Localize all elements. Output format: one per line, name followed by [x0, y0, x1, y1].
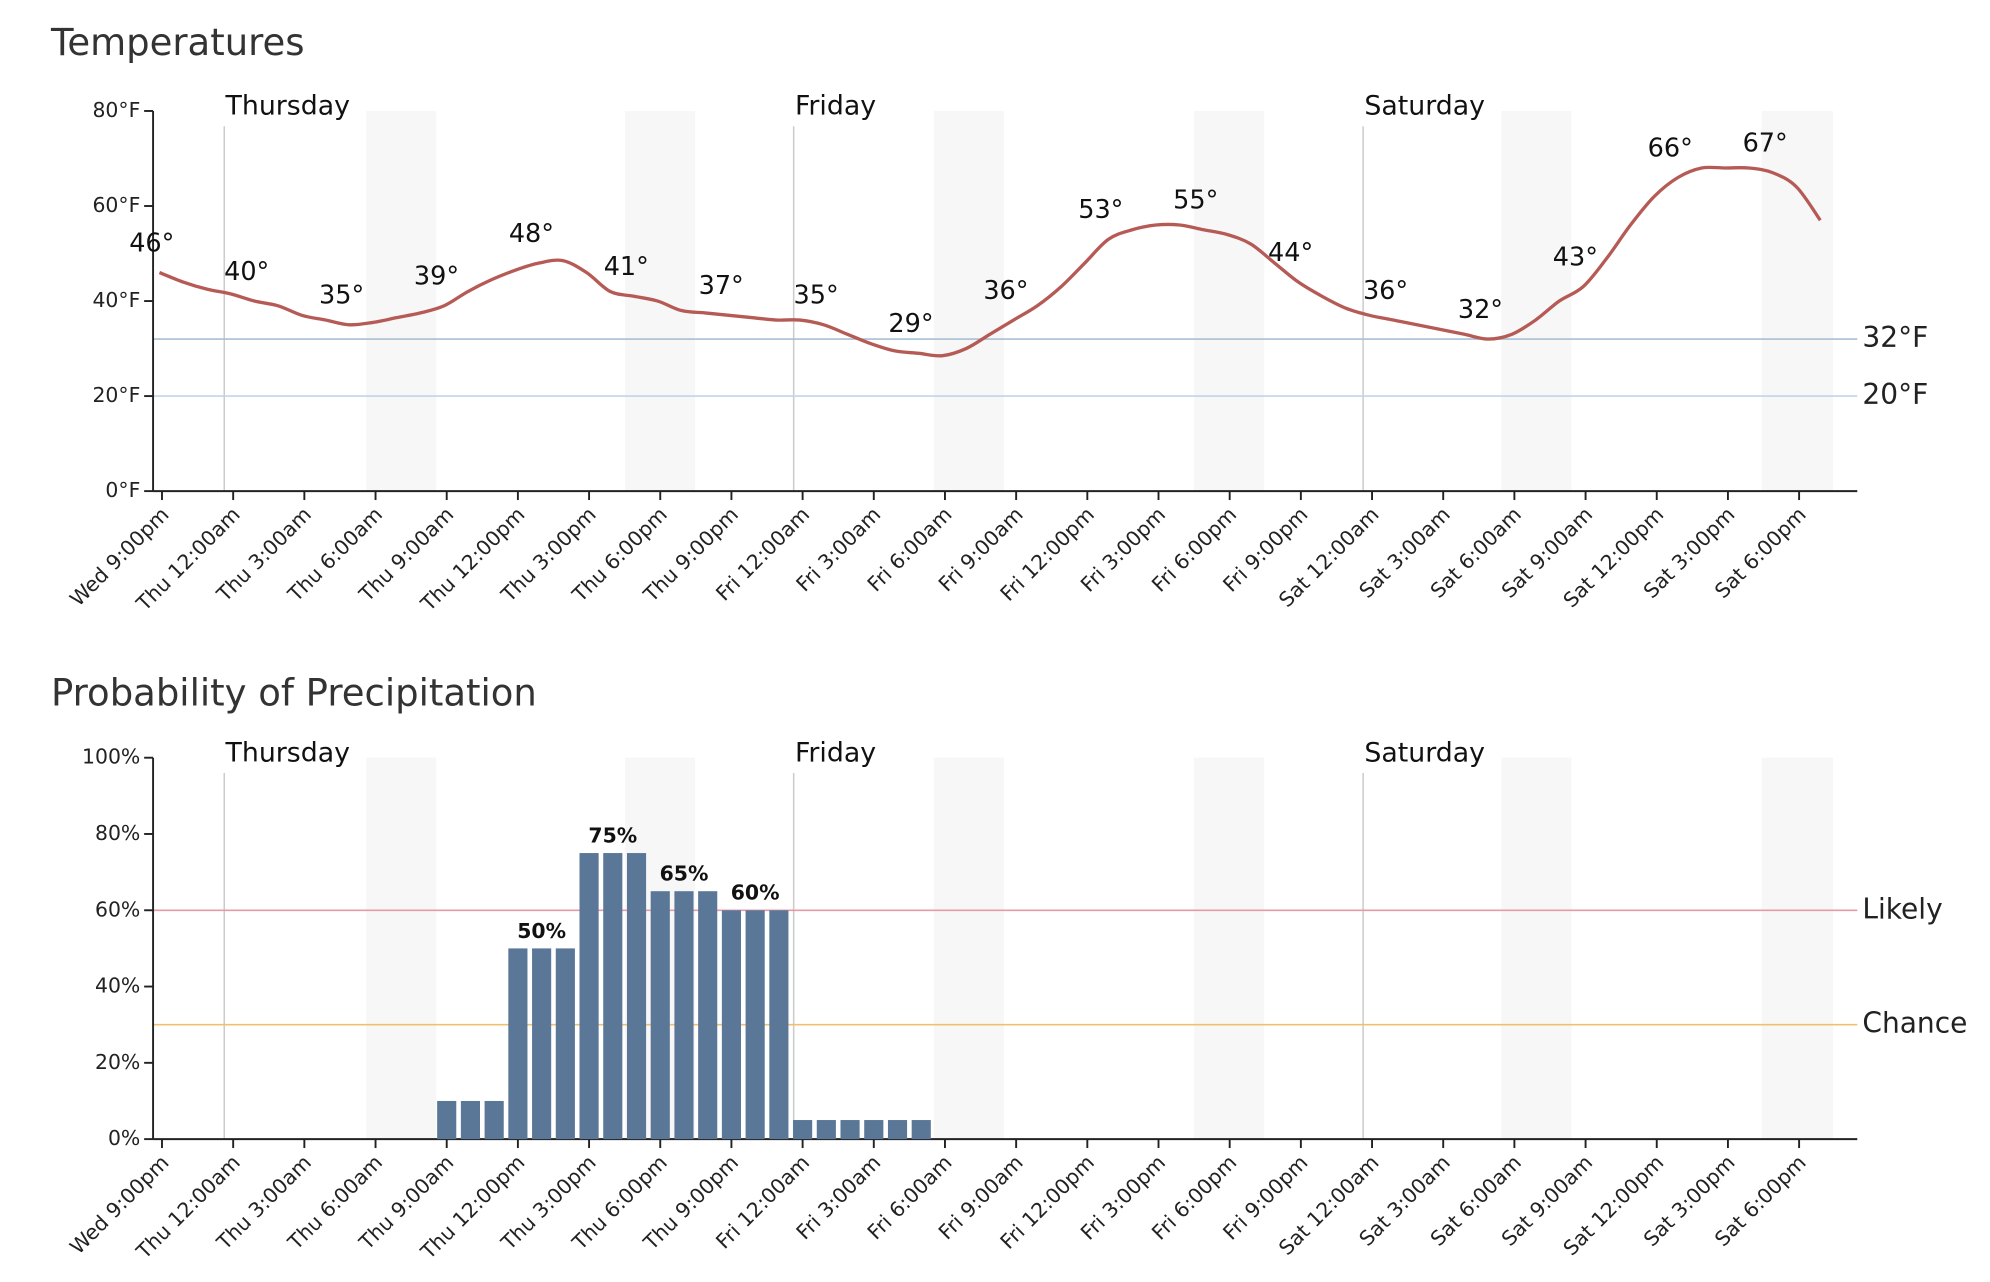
bar	[864, 1120, 884, 1140]
data-label: 36°	[1363, 276, 1408, 306]
band	[1193, 110, 1265, 492]
bar	[887, 1120, 908, 1140]
day-label: Friday	[795, 737, 876, 768]
day-label: Friday	[795, 91, 876, 122]
data-label: 43°	[1553, 243, 1598, 273]
bar	[460, 1100, 481, 1140]
stage: Temperatures Thursday Friday Saturday 32°F 20…	[50, 21, 1967, 1264]
y-tick-label: 60°F	[92, 193, 140, 217]
chart-title: Probability of Precipitation	[51, 672, 537, 715]
band	[366, 110, 437, 492]
reference-label: Chance	[1862, 1007, 1967, 1040]
data-label: 39°	[414, 262, 459, 292]
bar	[603, 853, 623, 1140]
y-tick-label: 80%	[95, 821, 140, 845]
data-label: 48°	[509, 219, 554, 249]
day-label: Saturday	[1364, 737, 1485, 768]
bar	[484, 1100, 504, 1140]
chart-title: Temperatures	[50, 21, 305, 64]
data-label: 37°	[699, 271, 744, 301]
bar	[650, 891, 670, 1140]
data-label: 67°	[1743, 129, 1788, 159]
bar	[532, 948, 552, 1140]
data-label: 44°	[1268, 238, 1313, 268]
temperature-line	[158, 165, 1822, 358]
band	[933, 110, 1004, 492]
data-label: 35°	[794, 281, 839, 311]
band	[1193, 757, 1265, 1140]
data-label: 50%	[517, 919, 566, 943]
y-tick-label: 20°F	[92, 383, 140, 407]
bar	[579, 853, 599, 1140]
bar	[698, 891, 718, 1140]
bar	[674, 891, 694, 1140]
reference-label: Likely	[1862, 892, 1942, 925]
data-label: 41°	[604, 252, 649, 282]
data-label: 29°	[888, 309, 933, 339]
day-label: Thursday	[225, 737, 351, 768]
band	[1501, 757, 1572, 1140]
data-label: 66°	[1648, 133, 1693, 163]
band	[1761, 757, 1834, 1140]
bar	[721, 910, 741, 1140]
day-label: Thursday	[225, 91, 351, 122]
data-label: 40°	[224, 257, 269, 287]
bar	[769, 910, 789, 1140]
reference-label: 20°F	[1862, 378, 1928, 411]
bar	[840, 1120, 860, 1140]
data-label: 75%	[588, 823, 637, 847]
band	[1761, 110, 1834, 492]
y-tick-label: 100%	[82, 745, 140, 769]
y-tick-label: 80°F	[92, 98, 140, 122]
bar	[508, 948, 528, 1140]
day-label: Saturday	[1364, 91, 1485, 122]
reference-label: 32°F	[1862, 321, 1928, 354]
bar	[745, 910, 765, 1140]
data-label: 36°	[983, 276, 1028, 306]
band	[933, 757, 1004, 1140]
data-label: 60%	[731, 881, 780, 905]
bar	[911, 1120, 931, 1140]
data-label: 55°	[1173, 186, 1218, 216]
bar	[816, 1120, 836, 1140]
data-label: 32°	[1458, 295, 1503, 325]
y-tick-label: 20%	[95, 1050, 140, 1074]
data-label: 53°	[1078, 195, 1123, 225]
y-tick-label: 0%	[108, 1126, 140, 1150]
y-tick-label: 40%	[95, 974, 140, 998]
bar	[555, 948, 575, 1140]
bar	[437, 1100, 457, 1140]
y-tick-label: 40°F	[92, 288, 140, 312]
data-label: 65%	[660, 862, 709, 886]
data-label: 46°	[129, 228, 174, 258]
y-tick-label: 60%	[95, 897, 140, 921]
bar	[793, 1120, 813, 1140]
bar	[626, 853, 647, 1140]
y-tick-label: 0°F	[105, 478, 140, 502]
data-label: 35°	[319, 281, 364, 311]
band	[366, 757, 437, 1140]
